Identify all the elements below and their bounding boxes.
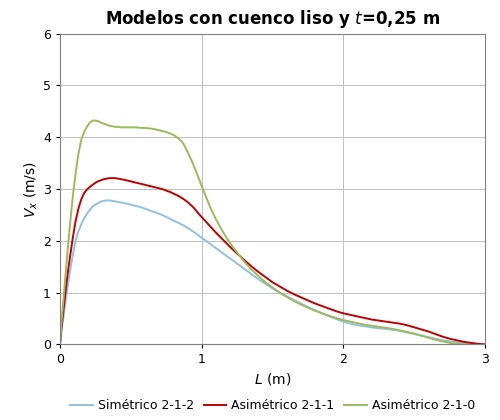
X-axis label: $L$ (m): $L$ (m) — [254, 370, 291, 386]
Title: Modelos con cuenco liso y $t$=0,25 m: Modelos con cuenco liso y $t$=0,25 m — [105, 8, 440, 30]
Legend: Simétrico 2-1-2, Asimétrico 2-1-1, Asimétrico 2-1-0: Simétrico 2-1-2, Asimétrico 2-1-1, Asimé… — [65, 394, 480, 417]
Y-axis label: $V_x$ (m/s): $V_x$ (m/s) — [23, 160, 40, 218]
